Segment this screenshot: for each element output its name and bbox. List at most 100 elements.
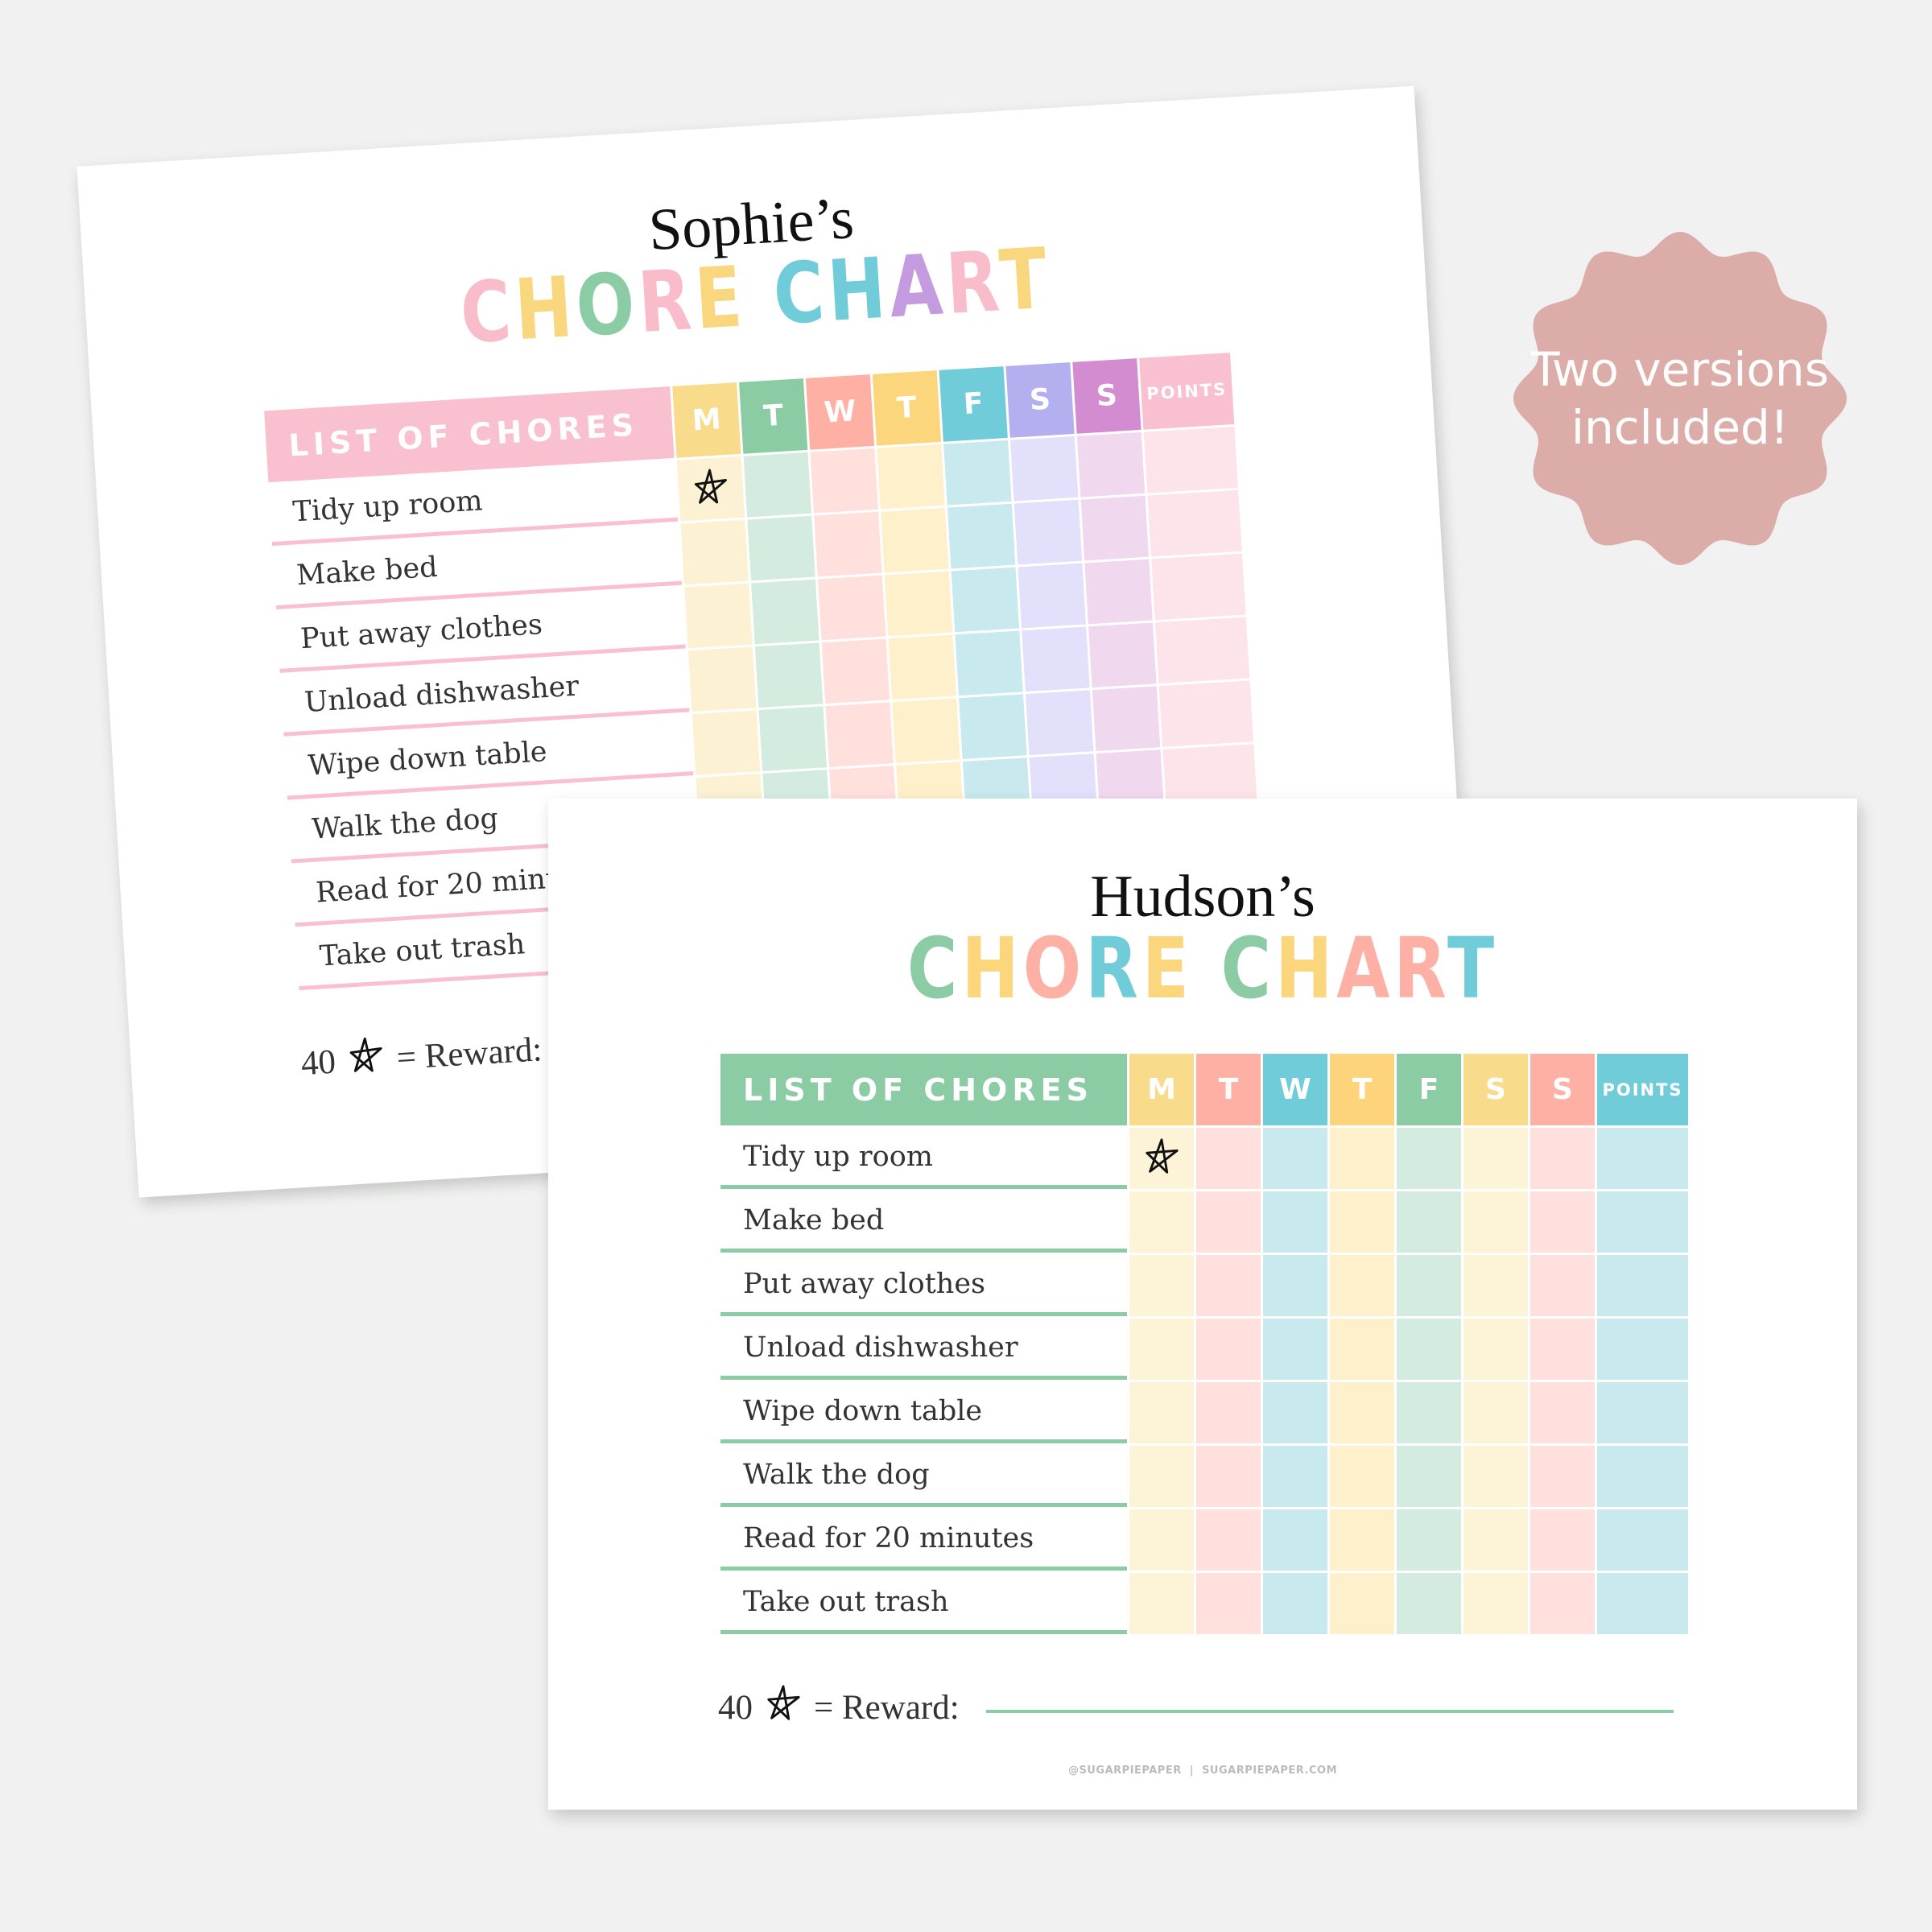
checkbox-cell[interactable] bbox=[1463, 1573, 1528, 1634]
checkbox-cell[interactable] bbox=[1463, 1509, 1528, 1571]
checkbox-cell[interactable] bbox=[1196, 1191, 1261, 1253]
checkbox-cell[interactable] bbox=[1397, 1382, 1461, 1443]
checkbox-cell[interactable] bbox=[1463, 1382, 1528, 1443]
checkbox-cell[interactable] bbox=[955, 630, 1023, 696]
checkbox-cell[interactable] bbox=[1330, 1255, 1394, 1316]
checkbox-cell[interactable] bbox=[1129, 1255, 1194, 1316]
checkbox-cell[interactable] bbox=[1129, 1573, 1194, 1634]
checkbox-cell[interactable] bbox=[1530, 1319, 1595, 1380]
checkbox-cell[interactable] bbox=[825, 702, 894, 768]
checkbox-cell[interactable] bbox=[1129, 1382, 1194, 1443]
checkbox-cell[interactable] bbox=[1025, 690, 1094, 756]
checkbox-cell[interactable] bbox=[684, 583, 753, 649]
checkbox-cell[interactable] bbox=[1263, 1319, 1327, 1380]
checkbox-cell[interactable] bbox=[1263, 1128, 1327, 1189]
checkbox-cell[interactable] bbox=[1263, 1255, 1327, 1316]
checkbox-cell[interactable] bbox=[1092, 686, 1161, 752]
checkbox-cell[interactable] bbox=[1330, 1509, 1394, 1571]
checkbox-cell[interactable] bbox=[1397, 1573, 1461, 1634]
checkbox-cell[interactable] bbox=[1397, 1319, 1461, 1380]
points-cell[interactable] bbox=[1597, 1446, 1688, 1507]
checkbox-cell[interactable] bbox=[821, 638, 890, 704]
checkbox-cell[interactable] bbox=[1022, 626, 1090, 692]
checkbox-cell[interactable] bbox=[1530, 1255, 1595, 1316]
checkbox-cell[interactable] bbox=[881, 507, 949, 573]
points-cell[interactable] bbox=[1597, 1382, 1688, 1443]
points-cell[interactable] bbox=[1158, 680, 1254, 748]
checkbox-cell[interactable] bbox=[1397, 1128, 1461, 1189]
checkbox-cell[interactable] bbox=[1263, 1446, 1327, 1507]
checkbox-cell[interactable] bbox=[1330, 1319, 1394, 1380]
checkbox-cell[interactable] bbox=[1263, 1191, 1327, 1253]
checkbox-cell[interactable] bbox=[758, 706, 828, 772]
checkbox-cell[interactable] bbox=[959, 694, 1027, 760]
checkbox-cell[interactable] bbox=[810, 448, 878, 514]
checkbox-cell[interactable] bbox=[951, 567, 1020, 633]
checkbox-cell[interactable] bbox=[1463, 1446, 1528, 1507]
checkbox-cell[interactable] bbox=[1397, 1446, 1461, 1507]
points-cell[interactable] bbox=[1597, 1319, 1688, 1380]
checkbox-cell[interactable] bbox=[676, 456, 745, 522]
checkbox-cell[interactable] bbox=[1463, 1128, 1528, 1189]
checkbox-cell[interactable] bbox=[943, 440, 1012, 506]
checkbox-cell[interactable] bbox=[1084, 559, 1153, 625]
points-cell[interactable] bbox=[1151, 553, 1246, 621]
checkbox-cell[interactable] bbox=[1463, 1255, 1528, 1316]
checkbox-cell[interactable] bbox=[947, 503, 1016, 569]
reward-input-line[interactable] bbox=[986, 1710, 1674, 1713]
checkbox-cell[interactable] bbox=[1018, 563, 1086, 629]
checkbox-cell[interactable] bbox=[1330, 1446, 1394, 1507]
checkbox-cell[interactable] bbox=[1196, 1128, 1261, 1189]
checkbox-cell[interactable] bbox=[743, 452, 812, 518]
points-cell[interactable] bbox=[1143, 426, 1239, 493]
checkbox-cell[interactable] bbox=[1129, 1446, 1194, 1507]
checkbox-cell[interactable] bbox=[817, 575, 886, 641]
checkbox-cell[interactable] bbox=[1263, 1573, 1327, 1634]
checkbox-cell[interactable] bbox=[1263, 1509, 1327, 1571]
checkbox-cell[interactable] bbox=[1330, 1191, 1394, 1253]
checkbox-cell[interactable] bbox=[691, 710, 761, 775]
checkbox-cell[interactable] bbox=[751, 579, 819, 645]
checkbox-cell[interactable] bbox=[1330, 1128, 1394, 1189]
checkbox-cell[interactable] bbox=[1129, 1319, 1194, 1380]
checkbox-cell[interactable] bbox=[1129, 1128, 1194, 1189]
checkbox-cell[interactable] bbox=[1530, 1382, 1595, 1443]
checkbox-cell[interactable] bbox=[1397, 1255, 1461, 1316]
checkbox-cell[interactable] bbox=[1463, 1319, 1528, 1380]
checkbox-cell[interactable] bbox=[1196, 1573, 1261, 1634]
checkbox-cell[interactable] bbox=[1009, 436, 1079, 502]
checkbox-cell[interactable] bbox=[1129, 1509, 1194, 1571]
checkbox-cell[interactable] bbox=[1330, 1573, 1394, 1634]
checkbox-cell[interactable] bbox=[888, 634, 956, 700]
checkbox-cell[interactable] bbox=[1397, 1191, 1461, 1253]
checkbox-cell[interactable] bbox=[1530, 1128, 1595, 1189]
points-cell[interactable] bbox=[1597, 1128, 1688, 1189]
checkbox-cell[interactable] bbox=[814, 511, 882, 577]
checkbox-cell[interactable] bbox=[680, 519, 749, 585]
checkbox-cell[interactable] bbox=[1463, 1191, 1528, 1253]
checkbox-cell[interactable] bbox=[1080, 495, 1150, 561]
checkbox-cell[interactable] bbox=[877, 444, 945, 510]
checkbox-cell[interactable] bbox=[754, 642, 824, 708]
checkbox-cell[interactable] bbox=[1330, 1382, 1394, 1443]
points-cell[interactable] bbox=[1597, 1255, 1688, 1316]
checkbox-cell[interactable] bbox=[1530, 1573, 1595, 1634]
checkbox-cell[interactable] bbox=[1530, 1191, 1595, 1253]
checkbox-cell[interactable] bbox=[1129, 1191, 1194, 1253]
checkbox-cell[interactable] bbox=[1196, 1319, 1261, 1380]
checkbox-cell[interactable] bbox=[1196, 1509, 1261, 1571]
checkbox-cell[interactable] bbox=[884, 571, 953, 637]
checkbox-cell[interactable] bbox=[1196, 1382, 1261, 1443]
points-cell[interactable] bbox=[1597, 1573, 1688, 1634]
checkbox-cell[interactable] bbox=[892, 698, 960, 764]
checkbox-cell[interactable] bbox=[1530, 1446, 1595, 1507]
checkbox-cell[interactable] bbox=[687, 646, 757, 712]
checkbox-cell[interactable] bbox=[1076, 431, 1146, 497]
points-cell[interactable] bbox=[1154, 617, 1250, 684]
checkbox-cell[interactable] bbox=[1196, 1446, 1261, 1507]
checkbox-cell[interactable] bbox=[1196, 1255, 1261, 1316]
checkbox-cell[interactable] bbox=[1263, 1382, 1327, 1443]
points-cell[interactable] bbox=[1147, 489, 1242, 557]
points-cell[interactable] bbox=[1597, 1509, 1688, 1571]
checkbox-cell[interactable] bbox=[1530, 1509, 1595, 1571]
